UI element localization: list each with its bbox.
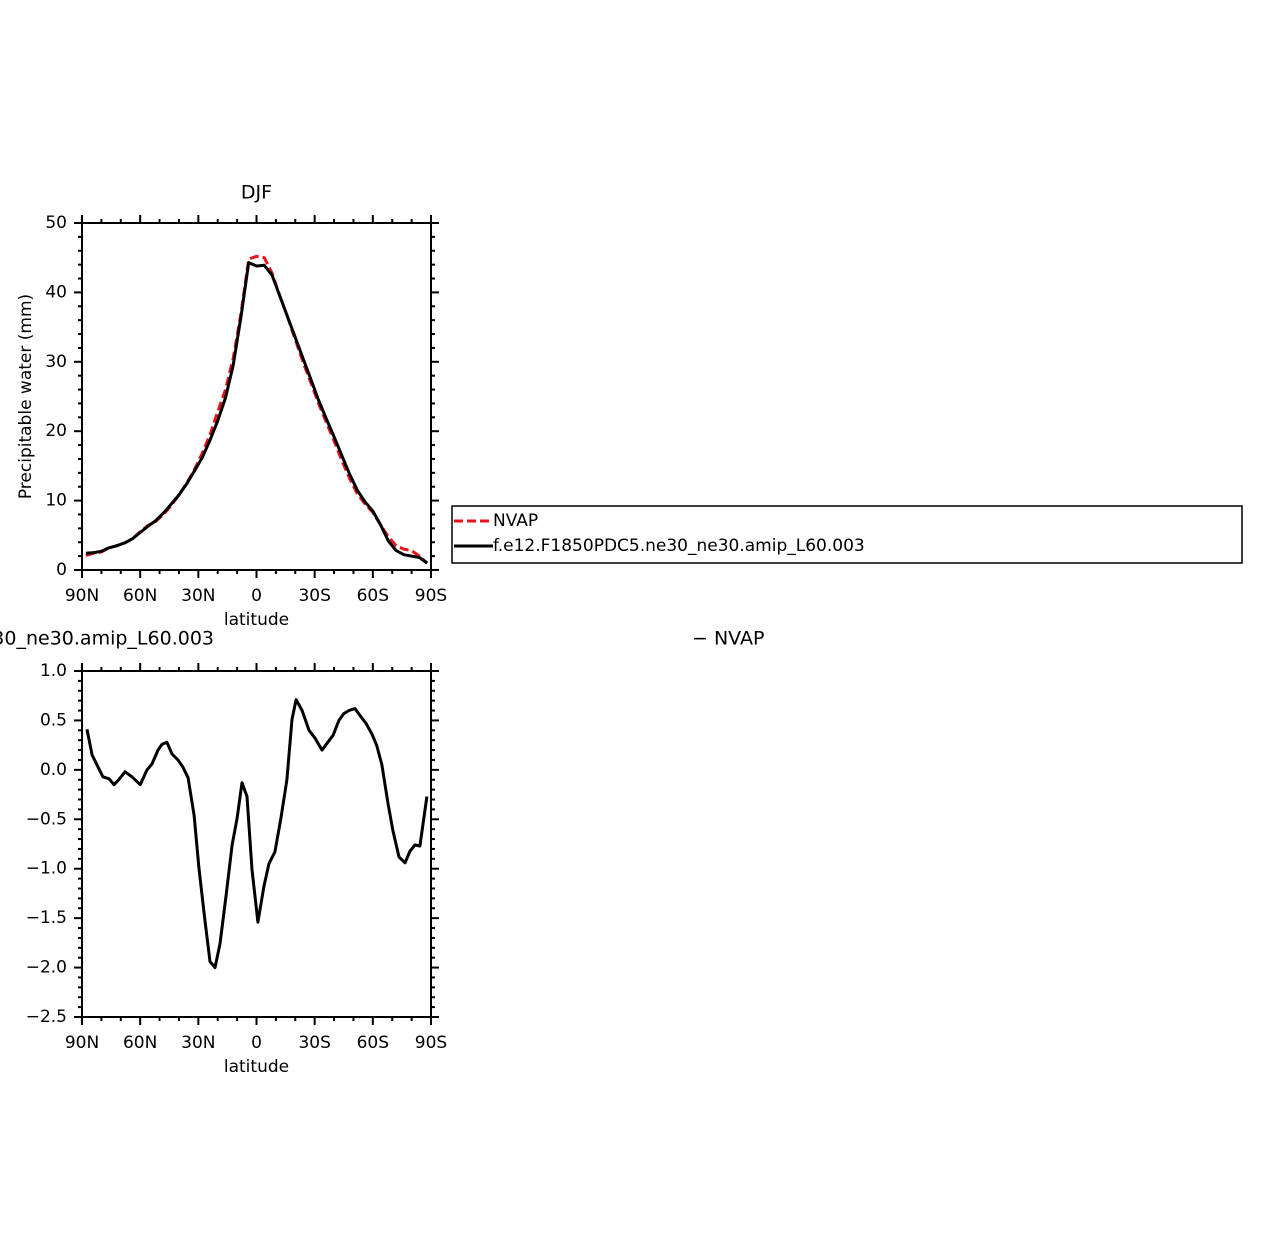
x-axis-label: latitude [224, 1057, 289, 1077]
y-tick-label: −1.0 [26, 859, 67, 879]
chart-title-right: − NVAP [692, 628, 764, 650]
chart-title-left: f.e12.F1850PDC5.ne30_ne30.amip_L60.003 [0, 628, 214, 650]
y-tick-label: −2.5 [26, 1007, 67, 1027]
x-tick-label: 30S [298, 586, 330, 606]
x-tick-label: 30N [181, 586, 215, 606]
y-tick-label: 20 [45, 421, 67, 441]
y-tick-label: 40 [45, 282, 67, 302]
y-axis-label: Precipitable water (mm) [16, 294, 36, 499]
chart-title: DJF [241, 182, 272, 204]
plot-frame [81, 222, 432, 571]
x-tick-label: 90N [65, 586, 99, 606]
y-tick-label: 1.0 [40, 661, 67, 681]
x-tick-label: 60S [357, 586, 389, 606]
x-tick-label: 90S [415, 1033, 447, 1053]
x-tick-label: 60N [123, 586, 157, 606]
x-tick-label: 30S [298, 1033, 330, 1053]
x-tick-label: 60S [357, 1033, 389, 1053]
plot-frame [81, 670, 432, 1018]
x-axis-label: latitude [224, 610, 289, 630]
x-tick-label: 90N [65, 1033, 99, 1053]
x-tick-label: 0 [251, 1033, 262, 1053]
y-tick-label: −0.5 [26, 809, 67, 829]
data-line [85, 698, 429, 970]
y-tick-label: 30 [45, 352, 67, 372]
y-tick-label: 10 [45, 491, 67, 511]
y-tick-label: −1.5 [26, 908, 67, 928]
x-tick-label: 60N [123, 1033, 157, 1053]
y-tick-label: 0 [56, 560, 67, 580]
x-tick-label: 90S [415, 586, 447, 606]
legend-label: NVAP [493, 511, 538, 531]
legend-label: f.e12.F1850PDC5.ne30_ne30.amip_L60.003 [493, 536, 865, 556]
y-tick-label: −2.0 [26, 958, 67, 978]
y-tick-label: 0.5 [40, 710, 67, 730]
data-line [85, 261, 428, 565]
y-tick-label: 0.0 [40, 760, 67, 780]
x-tick-label: 30N [181, 1033, 215, 1053]
legend-box [451, 505, 1243, 564]
x-tick-label: 0 [251, 586, 262, 606]
y-tick-label: 50 [45, 213, 67, 233]
